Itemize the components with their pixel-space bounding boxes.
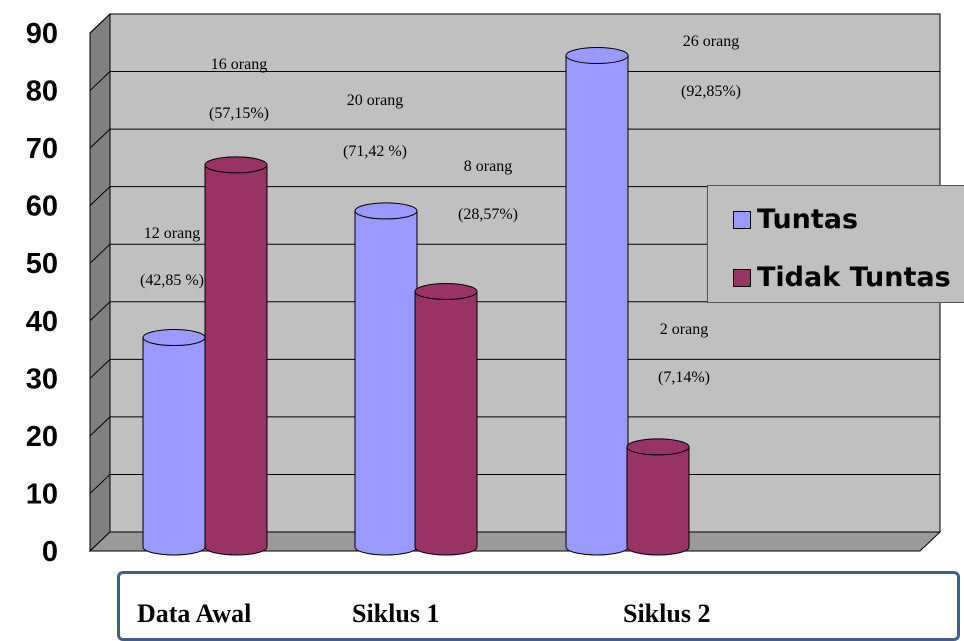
- annotation-percent: (92,85%): [681, 83, 741, 100]
- gridline: [89, 243, 940, 264]
- legend: Tuntas Tidak Tuntas: [707, 185, 964, 303]
- category-label-siklus-2: Siklus 2: [623, 599, 711, 628]
- bar-top: [354, 202, 418, 220]
- legend-label-tuntas: Tuntas: [757, 204, 859, 235]
- legend-swatch-tuntas: [733, 210, 751, 229]
- bar-body: [565, 55, 629, 556]
- y-tick-label: 70: [26, 133, 58, 165]
- annotation-count: 12 orang: [144, 225, 200, 242]
- bar-body: [626, 446, 690, 556]
- bar-top: [142, 329, 206, 347]
- side-wall: [89, 12, 111, 553]
- y-tick-label: 90: [26, 18, 58, 50]
- bar-0-0: [142, 329, 206, 556]
- annotation-count: 20 orang: [347, 92, 403, 109]
- bar-body: [142, 337, 206, 556]
- bar-2-1: [626, 438, 690, 556]
- bar-0-1: [204, 156, 268, 556]
- bars: [142, 47, 690, 556]
- bar-body: [354, 210, 418, 556]
- legend-label-tidak-tuntas: Tidak Tuntas: [757, 262, 951, 293]
- y-tick-label: 10: [26, 478, 58, 510]
- bar-1-1: [414, 283, 478, 556]
- y-tick-label: 30: [26, 363, 58, 395]
- annotation-percent: (71,42 %): [343, 143, 407, 160]
- bar-top: [565, 47, 629, 65]
- legend-swatch-tidak-tuntas: [733, 268, 751, 287]
- y-axis-ticks: 0 10 20 30 40 50 60 70 80 90: [26, 18, 58, 568]
- y-tick-label: 0: [42, 536, 58, 568]
- annotation-percent: (7,14%): [658, 369, 710, 386]
- category-labels: Data Awal Siklus 1 Siklus 2: [117, 571, 960, 641]
- bar-top: [204, 156, 268, 174]
- category-label-data-awal: Data Awal: [137, 599, 252, 628]
- annotation-count: 8 orang: [464, 158, 512, 175]
- annotations: 12 orang (42,85 %) 16 orang (57,15%) 20 oran…: [140, 33, 741, 386]
- gridline: [89, 13, 940, 34]
- annotation-count: 16 orang: [211, 56, 267, 73]
- annotation-count: 2 orang: [660, 321, 708, 338]
- gridline: [89, 186, 940, 207]
- y-tick-label: 80: [26, 76, 58, 108]
- annotation-percent: (28,57%): [458, 206, 518, 223]
- category-label-siklus-1: Siklus 1: [352, 599, 440, 628]
- bar-body: [414, 291, 478, 556]
- gridline: [89, 301, 940, 322]
- bar-1-0: [354, 202, 418, 556]
- y-tick-label: 40: [26, 306, 58, 338]
- annotation-percent: (57,15%): [209, 105, 269, 122]
- gridline: [89, 128, 940, 149]
- y-tick-label: 60: [26, 191, 58, 223]
- gridline: [89, 358, 940, 379]
- gridline: [89, 71, 940, 91]
- y-tick-label: 20: [26, 421, 58, 453]
- bar-top: [414, 283, 478, 301]
- legend-item-tidak-tuntas: Tidak Tuntas: [733, 262, 951, 293]
- annotation-count: 26 orang: [683, 33, 739, 50]
- legend-item-tuntas: Tuntas: [733, 204, 858, 235]
- gridline: [89, 416, 940, 437]
- annotation-percent: (42,85 %): [140, 272, 204, 289]
- bar-2-0: [565, 47, 629, 556]
- gridlines: [89, 13, 940, 494]
- bar-body: [204, 164, 268, 556]
- bar-top: [626, 438, 690, 456]
- y-tick-label: 50: [26, 248, 58, 280]
